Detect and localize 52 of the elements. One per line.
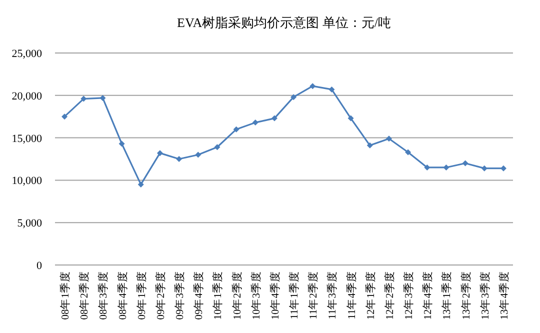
- point: [310, 83, 316, 90]
- x-tick-label: 10年4季度: [268, 271, 282, 320]
- point: [156, 150, 163, 156]
- point: [348, 115, 354, 122]
- x-tick-label: 12年2季度: [382, 271, 396, 320]
- point: [462, 160, 468, 166]
- x-tick-label: 08年3季度: [96, 271, 110, 320]
- point: [405, 149, 412, 156]
- point: [481, 165, 488, 172]
- x-tick-label: 08年2季度: [78, 271, 91, 320]
- x-tick-label: 09年3季度: [173, 271, 186, 320]
- x-tick-label: 10年3季度: [249, 271, 262, 320]
- point: [252, 120, 258, 126]
- chart-title: EVA树脂采购均价示意图 单位：元/吨: [177, 15, 391, 30]
- point: [138, 181, 144, 188]
- x-tick-label: 13年1季度: [440, 271, 454, 320]
- point: [443, 164, 450, 170]
- x-tick-label: 09年1季度: [134, 271, 148, 320]
- point: [176, 156, 182, 162]
- x-tick-label: 10年1季度: [211, 271, 224, 320]
- x-tick-label: 12年1季度: [364, 271, 377, 320]
- x-tick-label: 12年3季度: [402, 271, 416, 320]
- point: [100, 94, 106, 101]
- x-tick-label: 09年2季度: [154, 271, 167, 320]
- x-tick-label: 08年1季度: [58, 271, 72, 320]
- x-tick-label: 13年2季度: [459, 271, 472, 320]
- point: [214, 144, 220, 150]
- x-tick-label: 13年3季度: [478, 271, 492, 320]
- y-tick-label: 0: [36, 260, 42, 272]
- point: [328, 86, 335, 92]
- x-tick-label: 11年1季度: [288, 271, 301, 320]
- point: [290, 94, 297, 100]
- point: [195, 152, 202, 158]
- x-tick-label: 13年4季度: [497, 271, 510, 320]
- y-tick-label: 20,000: [12, 90, 42, 102]
- x-tick-label: 11年2季度: [306, 271, 320, 320]
- point: [386, 136, 392, 142]
- y-tick-label: 5,000: [17, 218, 42, 230]
- point: [233, 126, 240, 132]
- point: [62, 114, 68, 120]
- point: [118, 140, 125, 147]
- x-tick-label: 10年2季度: [230, 271, 244, 320]
- x-tick-label: 08年4季度: [116, 271, 129, 320]
- y-tick-label: 10,000: [12, 175, 42, 188]
- x-tick-label: 11年3季度: [326, 271, 339, 320]
- y-tick-label: 15,000: [12, 132, 42, 145]
- x-tick-label: 11年4季度: [344, 271, 358, 320]
- x-tick-label: 09年4季度: [192, 271, 206, 320]
- point: [271, 115, 278, 122]
- y-tick-label: 25,000: [12, 48, 42, 60]
- x-tick-label: 12年4季度: [421, 271, 434, 320]
- point: [366, 142, 373, 148]
